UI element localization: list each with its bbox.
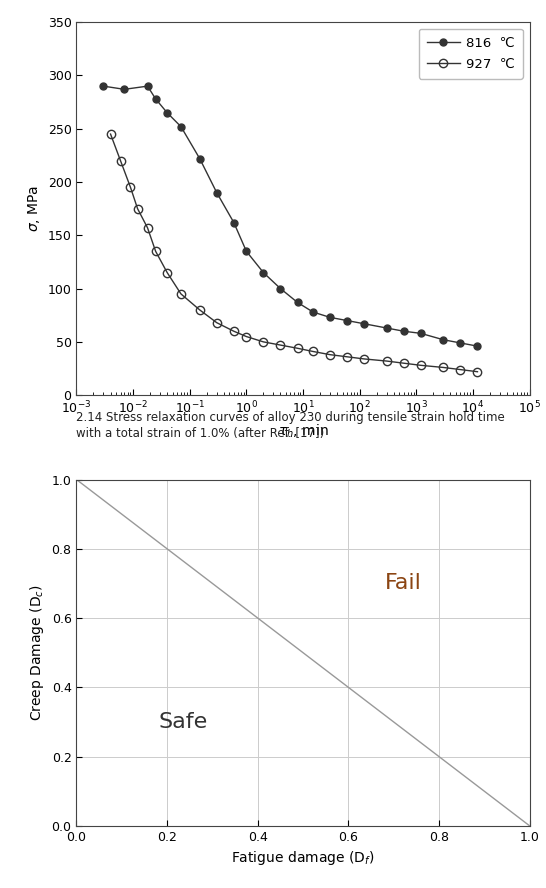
Legend: 816  ℃, 927  ℃: 816 ℃, 927 ℃ (419, 28, 523, 78)
927  ℃ (440, 362, 447, 373)
Y-axis label: Creep Damage (D$_c$): Creep Damage (D$_c$) (28, 584, 46, 721)
927  ℃ (152, 246, 159, 257)
927  ℃ (294, 343, 301, 353)
927  ℃ (260, 337, 266, 347)
927  ℃ (344, 352, 351, 362)
927  ℃ (117, 155, 124, 166)
927  ℃ (197, 305, 203, 315)
816  ℃ (243, 246, 250, 257)
816  ℃ (121, 84, 128, 95)
Text: with a total strain of 1.0% (after Ref. [17]): with a total strain of 1.0% (after Ref. … (76, 426, 325, 440)
927  ℃ (127, 182, 134, 193)
927  ℃ (134, 203, 141, 214)
927  ℃ (177, 289, 184, 299)
816  ℃ (177, 122, 184, 132)
816  ℃ (197, 154, 203, 164)
927  ℃ (230, 326, 237, 337)
X-axis label: $\tau_h$, min: $\tau_h$, min (278, 422, 328, 440)
816  ℃ (474, 341, 480, 352)
927  ℃ (277, 340, 284, 351)
816  ℃ (260, 267, 266, 278)
927  ℃ (474, 367, 480, 377)
816  ℃ (144, 81, 151, 91)
816  ℃ (230, 218, 237, 228)
Text: Safe: Safe (158, 712, 207, 732)
Line: 927  ℃: 927 ℃ (106, 130, 482, 376)
816  ℃ (213, 187, 220, 198)
816  ℃ (440, 335, 447, 345)
816  ℃ (418, 328, 424, 338)
927  ℃ (418, 360, 424, 370)
816  ℃ (400, 326, 407, 337)
927  ℃ (144, 223, 151, 234)
927  ℃ (164, 267, 170, 278)
Y-axis label: $\sigma$, MPa: $\sigma$, MPa (26, 185, 42, 233)
816  ℃ (294, 297, 301, 308)
927  ℃ (107, 129, 114, 139)
816  ℃ (327, 312, 334, 322)
816  ℃ (277, 283, 284, 294)
927  ℃ (327, 349, 334, 360)
927  ℃ (310, 346, 316, 357)
816  ℃ (457, 337, 464, 348)
816  ℃ (344, 315, 351, 326)
927  ℃ (361, 353, 367, 364)
Text: 2.14 Stress relaxation curves of alloy 230 during tensile strain hold time: 2.14 Stress relaxation curves of alloy 2… (76, 410, 505, 424)
927  ℃ (383, 356, 390, 367)
X-axis label: Fatigue damage (D$_f$): Fatigue damage (D$_f$) (231, 849, 375, 868)
927  ℃ (243, 331, 250, 342)
816  ℃ (164, 107, 170, 118)
927  ℃ (457, 364, 464, 375)
816  ℃ (152, 93, 159, 104)
927  ℃ (400, 358, 407, 369)
816  ℃ (100, 81, 107, 91)
816  ℃ (310, 306, 316, 317)
927  ℃ (213, 317, 220, 328)
816  ℃ (361, 319, 367, 329)
816  ℃ (383, 322, 390, 333)
Text: Fail: Fail (384, 574, 422, 593)
Line: 816  ℃: 816 ℃ (100, 83, 481, 350)
